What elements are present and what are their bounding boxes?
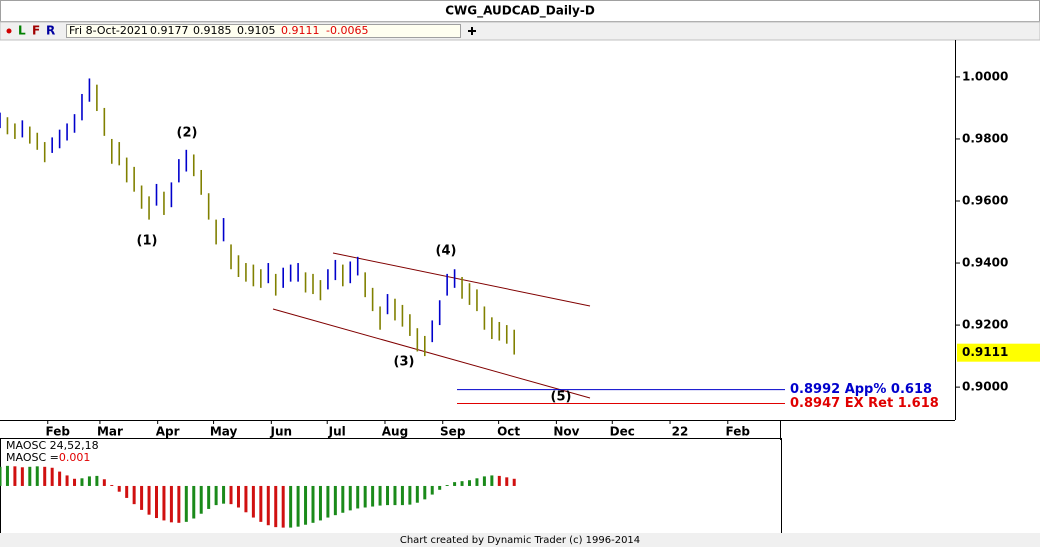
quote-close: 0.9111 bbox=[281, 24, 320, 37]
menu-r[interactable]: R bbox=[46, 24, 55, 38]
x-tick-label: Mar bbox=[97, 425, 123, 439]
x-tick-label: May bbox=[210, 425, 238, 439]
y-tick-label: 1.0000 bbox=[962, 69, 1008, 83]
x-tick-label: Aug bbox=[382, 425, 408, 439]
menu-f[interactable]: F bbox=[32, 24, 40, 38]
wave-label: (4) bbox=[436, 244, 457, 259]
x-tick-label: Sep bbox=[440, 425, 466, 439]
x-tick-label: Jul bbox=[328, 425, 346, 439]
x-tick-label: Feb bbox=[726, 425, 751, 439]
channel-lower bbox=[272, 308, 591, 399]
wave-label: (2) bbox=[177, 126, 198, 141]
y-tick-label: 0.9600 bbox=[962, 193, 1008, 207]
quote-change: -0.0065 bbox=[326, 24, 368, 37]
y-tick-label: 0.9000 bbox=[962, 380, 1008, 394]
quote-date: Fri 8-Oct-2021 bbox=[69, 24, 148, 37]
quote-low: 0.9105 bbox=[237, 24, 276, 37]
y-tick-label: 0.9400 bbox=[962, 256, 1008, 270]
window-title: CWG_AUDCAD_Daily-D bbox=[445, 4, 595, 19]
osc-value: 0.001 bbox=[59, 451, 91, 464]
target-label: 0.8992 App% 0.618 bbox=[790, 382, 932, 397]
last-price-box bbox=[957, 343, 1040, 362]
menu-l[interactable]: L bbox=[18, 24, 26, 38]
y-tick-label: 0.9800 bbox=[962, 131, 1008, 145]
wave-label: (5) bbox=[551, 390, 572, 405]
x-tick-label: Nov bbox=[553, 425, 579, 439]
footer-bar bbox=[0, 533, 1040, 547]
osc-title: MAOSC 24,52,18 bbox=[6, 439, 99, 452]
footer: Chart created by Dynamic Trader (c) 1996… bbox=[400, 535, 640, 546]
x-tick-label: Dec bbox=[610, 425, 635, 439]
x-tick-label: Feb bbox=[46, 425, 71, 439]
quote-high: 0.9185 bbox=[193, 24, 232, 37]
status-dot bbox=[6, 28, 12, 34]
x-tick-label: Jun bbox=[270, 425, 293, 439]
quote-open: 0.9177 bbox=[150, 24, 189, 37]
x-tick-label: 22 bbox=[672, 425, 689, 439]
target-label: 0.8947 EX Ret 1.618 bbox=[790, 396, 939, 411]
x-tick-label: Oct bbox=[497, 425, 520, 439]
y-tick-label: 0.9200 bbox=[962, 318, 1008, 332]
osc-value-title: MAOSC = bbox=[6, 451, 59, 464]
wave-label: (1) bbox=[137, 234, 158, 249]
quote-box bbox=[66, 24, 461, 38]
wave-label: (3) bbox=[394, 355, 415, 370]
crosshair-button[interactable] bbox=[468, 27, 476, 35]
x-tick-label: Apr bbox=[156, 425, 180, 439]
last-price-label: 0.9111 bbox=[962, 345, 1008, 359]
